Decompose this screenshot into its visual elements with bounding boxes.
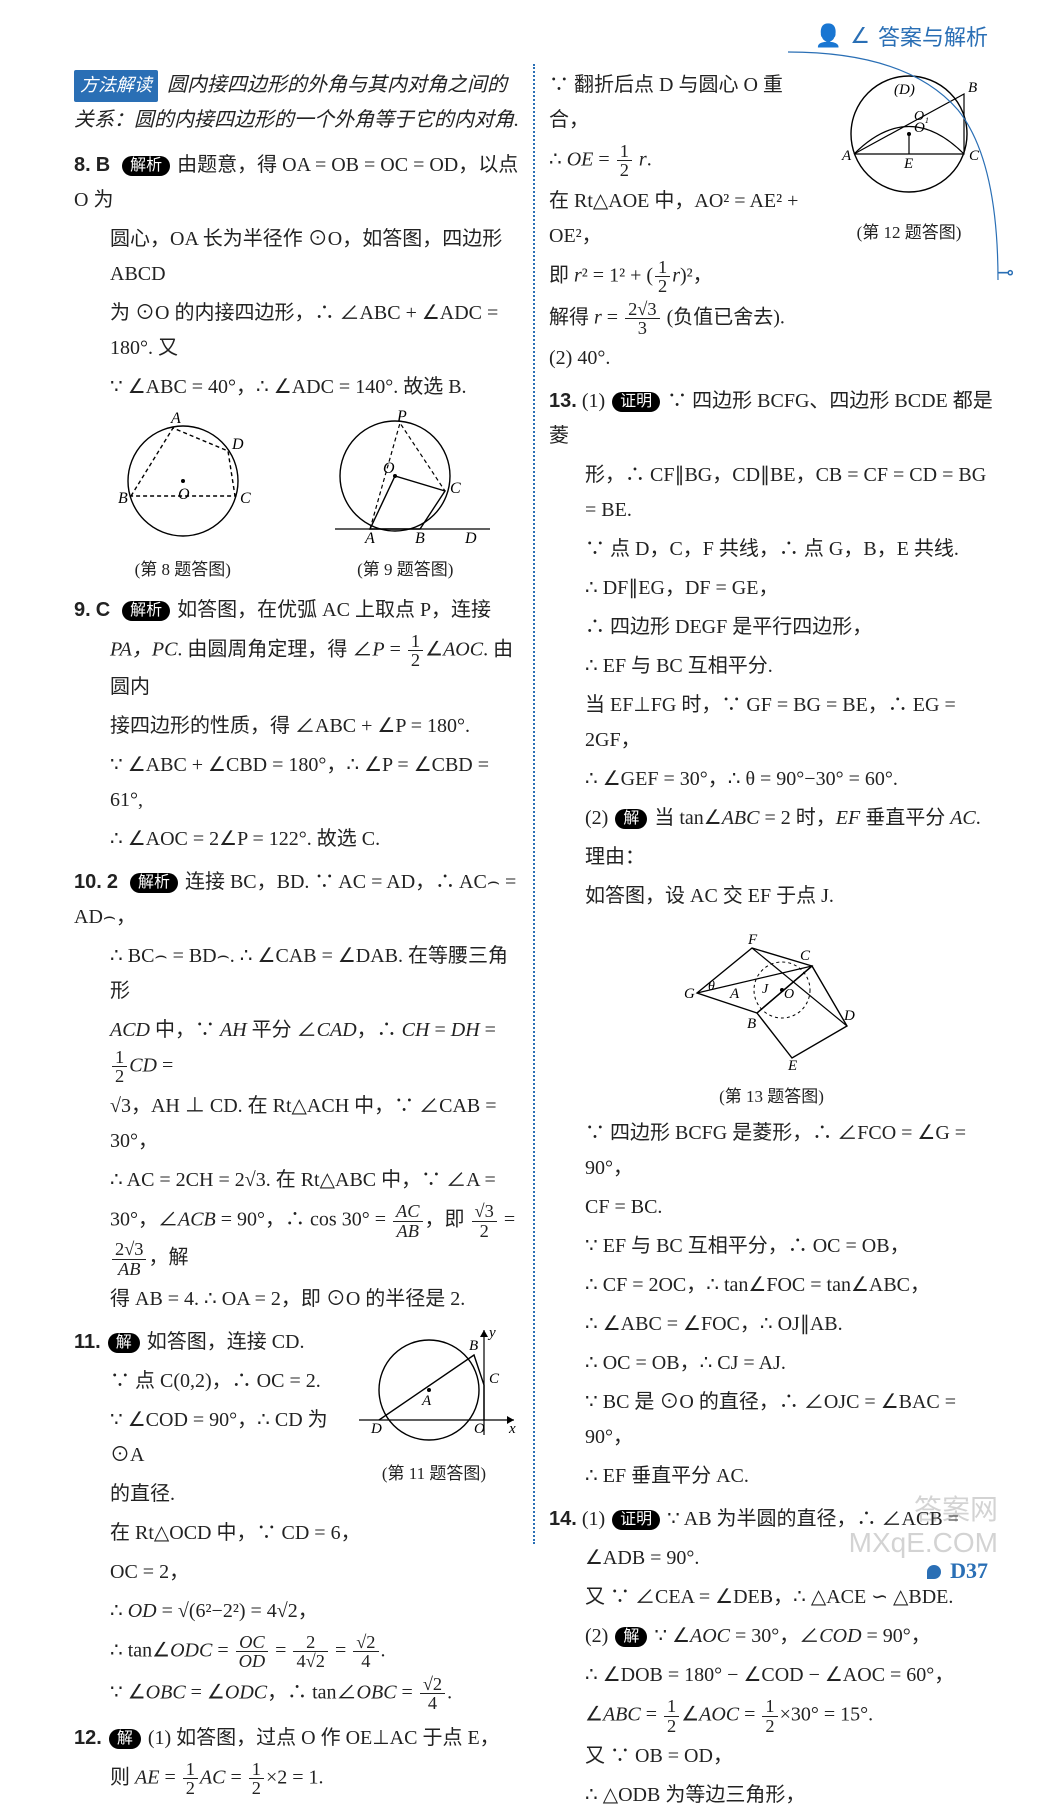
svg-text:D: D <box>843 1008 855 1024</box>
q13-num: 13. <box>549 390 577 412</box>
svg-text:E: E <box>787 1058 797 1074</box>
svg-text:(D): (D) <box>894 82 915 98</box>
q11: A B C D O x y (第 11 题答图) 11. 解 如答图，连接 CD… <box>74 1325 519 1713</box>
pill-jie: 解 <box>108 1333 140 1353</box>
svg-text:x: x <box>508 1421 516 1437</box>
svg-text:C: C <box>969 148 980 164</box>
pill-jie: 解 <box>615 809 647 829</box>
svg-text:A: A <box>841 148 852 164</box>
page-header: 👤 ∠ 答案与解析 <box>815 20 988 52</box>
method-block: 方法解读 圆内接四边形的外角与其内对角之间的关系：圆的内接四边形的一个外角等于它… <box>74 68 519 138</box>
pill-jiexi: 解析 <box>130 873 178 893</box>
fig12-cap: (第 12 题答图) <box>824 218 994 248</box>
svg-text:A: A <box>170 410 181 427</box>
q8-ans: B <box>96 154 110 176</box>
fig11: A B C D O x y (第 11 题答图) <box>349 1325 519 1489</box>
pill-jiexi: 解析 <box>122 156 170 176</box>
svg-text:B: B <box>118 490 128 507</box>
q12: 12. 解 (1) 如答图，过点 O 作 OE⊥AC 于点 E， 则 AE = … <box>74 1721 519 1798</box>
svg-text:E: E <box>903 156 913 172</box>
svg-text:G: G <box>684 986 695 1002</box>
q10-num: 10. <box>74 871 102 893</box>
svg-text:θ: θ <box>708 979 715 994</box>
fig9: A B C D O P (第 9 题答图) <box>315 411 495 585</box>
fig9-cap: (第 9 题答图) <box>315 555 495 585</box>
fig13-cap: (第 13 题答图) <box>549 1082 994 1112</box>
page-number: D37 <box>950 1558 988 1583</box>
svg-text:C: C <box>450 480 461 497</box>
left-column: 方法解读 圆内接四边形的外角与其内对角之间的关系：圆的内接四边形的一个外角等于它… <box>60 64 533 1544</box>
q11-num: 11. <box>74 1331 101 1353</box>
fig-row-8-9: A B C D O (第 8 题答图) A <box>74 411 519 585</box>
svg-text:O: O <box>474 1421 485 1437</box>
fig12: A B C (D) E O O₁ (第 12 题答图) <box>824 64 994 248</box>
footer-icon <box>927 1565 941 1579</box>
q14: 14. (1) 证明 ∵ AB 为半圆的直径，∴ ∠ACB = ∠ADB = 9… <box>549 1502 994 1813</box>
svg-text:O: O <box>383 460 395 477</box>
pill-jie: 解 <box>615 1627 647 1647</box>
svg-text:y: y <box>487 1325 496 1341</box>
svg-text:J: J <box>762 982 769 997</box>
header-title: 答案与解析 <box>878 20 988 52</box>
q12-num: 12. <box>74 1727 102 1749</box>
svg-text:O₁: O₁ <box>914 109 929 124</box>
q13: 13. (1) 证明 ∵ 四边形 BCFG、四边形 BCDE 都是菱 形，∴ C… <box>549 384 994 1494</box>
svg-text:P: P <box>396 408 407 425</box>
svg-text:D: D <box>231 436 244 453</box>
q9-num: 9. <box>74 599 91 621</box>
pill-zhengming: 证明 <box>612 392 660 412</box>
svg-text:O: O <box>784 987 794 1002</box>
q8-num: 8. <box>74 154 91 176</box>
svg-text:A: A <box>421 1393 432 1409</box>
q9-ans: C <box>96 599 110 621</box>
svg-text:B: B <box>469 1338 478 1354</box>
svg-text:A: A <box>364 530 375 547</box>
svg-text:F: F <box>747 932 758 948</box>
fig11-cap: (第 11 题答图) <box>349 1459 519 1489</box>
page-footer: D37 <box>927 1558 988 1584</box>
svg-text:B: B <box>747 1016 756 1032</box>
svg-text:O: O <box>178 486 190 503</box>
q10-ans: 2 <box>107 871 118 893</box>
q8: 8. B 解析 由题意，得 OA = OB = OC = OD，以点 O 为 圆… <box>74 148 519 405</box>
right-column: A B C (D) E O O₁ (第 12 题答图) ∵ 翻折后点 D 与圆心… <box>535 64 1008 1544</box>
svg-text:A: A <box>729 986 740 1002</box>
svg-text:B: B <box>968 80 977 96</box>
svg-text:C: C <box>489 1371 500 1387</box>
slash-icon: ∠ <box>850 23 870 49</box>
svg-text:C: C <box>800 948 811 964</box>
fig13: A B C D E F G J O θ (第 13 题答图) <box>549 918 994 1112</box>
pill-zhengming: 证明 <box>612 1510 660 1530</box>
q10: 10. 2 解析 连接 BC，BD. ∵ AC = AD，∴ AC⌢ = AD⌢… <box>74 865 519 1317</box>
pill-jiexi: 解析 <box>122 601 170 621</box>
fig8: A B C D O (第 8 题答图) <box>98 411 268 585</box>
fig8-cap: (第 8 题答图) <box>98 555 268 585</box>
svg-text:C: C <box>240 490 251 507</box>
q14-num: 14. <box>549 1508 577 1530</box>
method-tag: 方法解读 <box>74 70 158 102</box>
person-icon: 👤 <box>815 23 842 49</box>
pill-jie: 解 <box>109 1729 141 1749</box>
q9: 9. C 解析 如答图，在优弧 AC 上取点 P，连接 PA，PC. 由圆周角定… <box>74 593 519 857</box>
svg-text:B: B <box>415 530 425 547</box>
svg-text:D: D <box>370 1421 382 1437</box>
svg-text:D: D <box>464 530 477 547</box>
